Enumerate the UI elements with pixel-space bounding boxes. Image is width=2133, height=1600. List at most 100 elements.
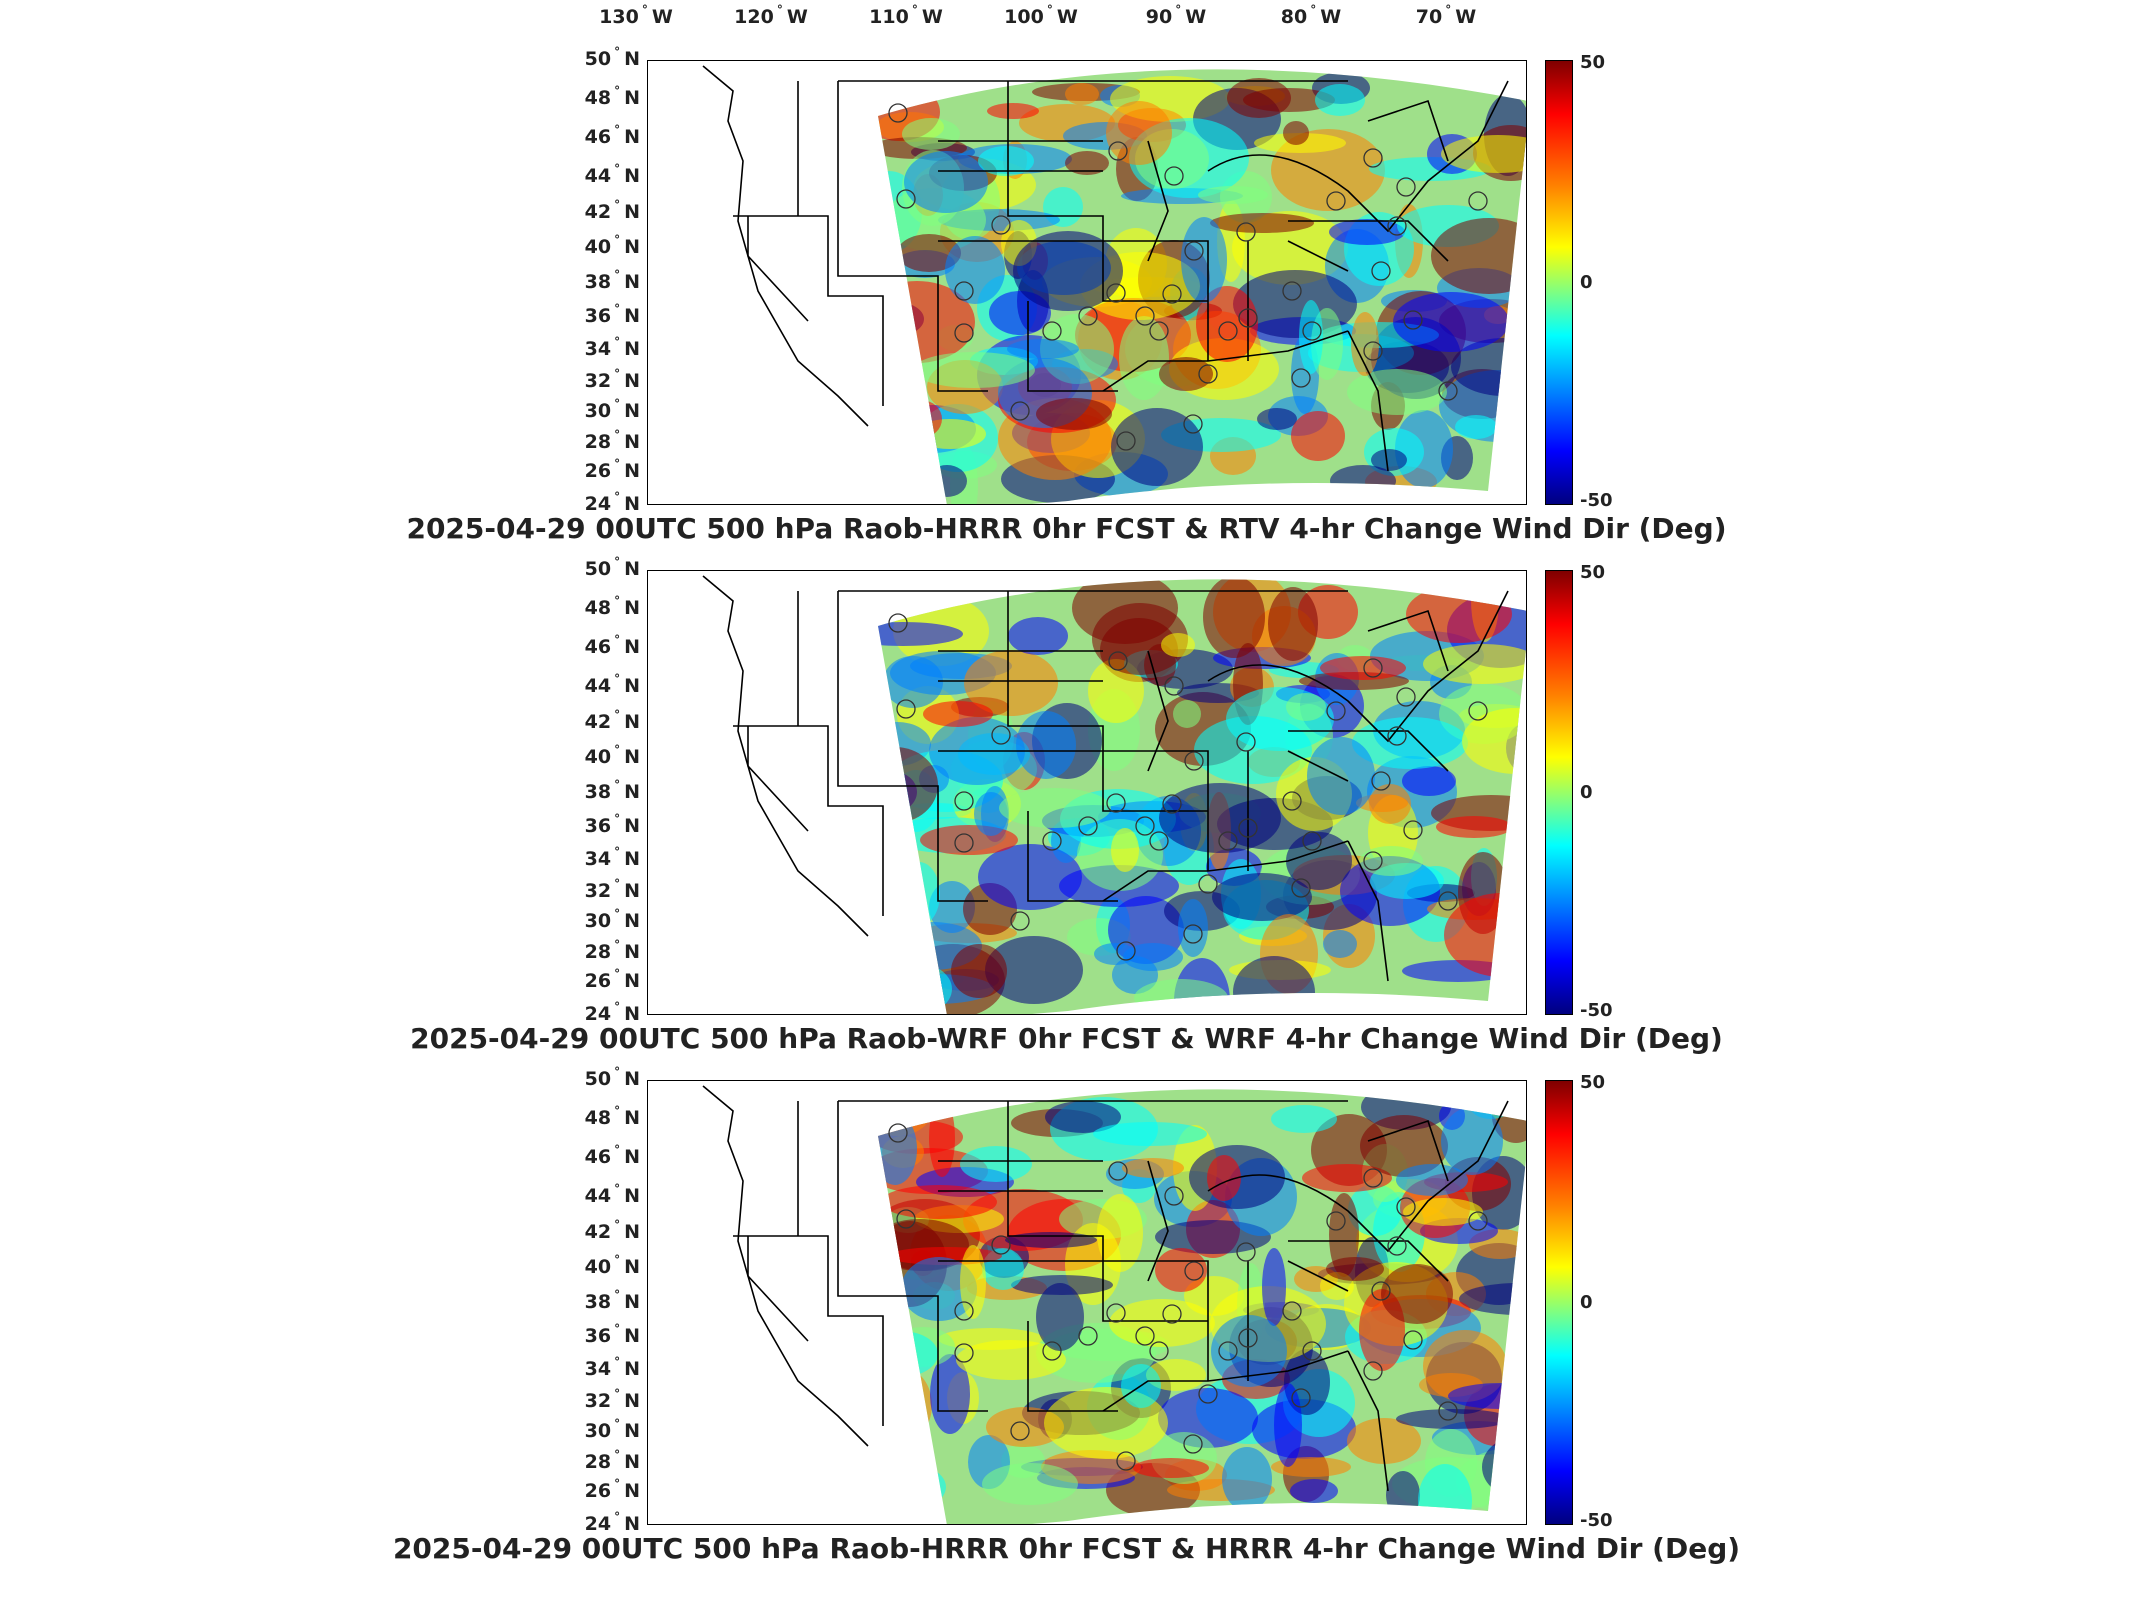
- latitude-tick-label: 38 ° N: [584, 268, 640, 293]
- raob-station-marker: [1403, 1330, 1423, 1350]
- raob-station-marker: [1302, 321, 1322, 341]
- field-patch: [1257, 408, 1297, 430]
- latitude-tick-label: 28 ° N: [584, 1448, 640, 1473]
- field-patch: [1119, 316, 1169, 400]
- raob-station-marker: [1302, 831, 1322, 851]
- raob-station-marker: [1183, 924, 1203, 944]
- raob-station-marker: [1363, 851, 1383, 871]
- longitude-tick-label: 110 ° W: [869, 3, 943, 28]
- raob-station-marker: [1468, 701, 1488, 721]
- raob-station-marker: [888, 1123, 908, 1143]
- raob-station-marker: [1236, 222, 1256, 242]
- field-patch: [1210, 213, 1314, 233]
- field-patch: [1326, 1257, 1384, 1281]
- raob-station-marker: [1396, 687, 1416, 707]
- field-patch: [1122, 1158, 1184, 1178]
- latitude-tick-label: 42 ° N: [584, 708, 640, 733]
- raob-station-marker: [954, 281, 974, 301]
- field-patch: [1271, 1105, 1337, 1133]
- raob-station-marker: [1183, 414, 1203, 434]
- raob-station-marker: [954, 1343, 974, 1363]
- field-patch: [1381, 1264, 1453, 1324]
- raob-station-marker: [1438, 891, 1458, 911]
- field-patch: [1290, 1479, 1338, 1503]
- raob-station-marker: [1162, 1304, 1182, 1324]
- latitude-tick-label: 46 ° N: [584, 633, 640, 658]
- field-patch: [1211, 1315, 1287, 1387]
- field-patch: [878, 622, 963, 646]
- longitude-tick-label: 100 ° W: [1004, 3, 1078, 28]
- raob-station-marker: [1363, 341, 1383, 361]
- field-patch: [914, 419, 986, 449]
- raob-station-marker: [1078, 816, 1098, 836]
- field-patch: [927, 465, 967, 497]
- raob-station-marker: [896, 699, 916, 719]
- field-patch: [1393, 292, 1509, 352]
- wind-direction-map: [647, 570, 1527, 1015]
- raob-station-marker: [1183, 1434, 1203, 1454]
- raob-station-marker: [1135, 1326, 1155, 1346]
- latitude-tick-label: 48 ° N: [584, 84, 640, 109]
- raob-station-marker: [954, 833, 974, 853]
- latitude-tick-label: 44 ° N: [584, 1182, 640, 1207]
- field-patch: [999, 788, 1111, 828]
- field-patch: [1065, 151, 1109, 175]
- field-patch: [978, 146, 1034, 176]
- field-patch: [978, 844, 1082, 910]
- field-patch: [1307, 737, 1375, 815]
- latitude-tick-label: 26 ° N: [584, 1477, 640, 1502]
- raob-station-marker: [1363, 148, 1383, 168]
- raob-station-marker: [991, 1235, 1011, 1255]
- raob-station-marker: [1042, 321, 1062, 341]
- field-patch: [913, 352, 1035, 388]
- latitude-tick-label: 24 ° N: [584, 490, 640, 515]
- latitude-tick-label: 38 ° N: [584, 778, 640, 803]
- field-patch: [930, 1354, 970, 1434]
- raob-station-marker: [1218, 321, 1238, 341]
- raob-station-marker: [1438, 1401, 1458, 1421]
- colorbar-max-label: 50: [1580, 562, 1606, 583]
- raob-station-marker: [1164, 166, 1184, 186]
- raob-station-marker: [888, 613, 908, 633]
- field-patch: [985, 936, 1083, 1004]
- field-patch: [1455, 415, 1497, 439]
- field-patch: [1268, 587, 1318, 661]
- raob-station-marker: [1078, 306, 1098, 326]
- latitude-tick-label: 30 ° N: [584, 1417, 640, 1442]
- field-patch: [974, 792, 1008, 836]
- colorbar: [1545, 570, 1573, 1015]
- latitude-tick-label: 42 ° N: [584, 1218, 640, 1243]
- raob-station-marker: [896, 189, 916, 209]
- field-patch: [904, 151, 988, 213]
- state-boundaries: [702, 1085, 1509, 1492]
- colorbar-min-label: -50: [1580, 1000, 1613, 1021]
- field-patch: [1093, 1122, 1207, 1146]
- raob-station-marker: [1371, 261, 1391, 281]
- colorbar-mid-label: 0: [1580, 782, 1593, 803]
- latitude-tick-label: 50 ° N: [584, 45, 640, 70]
- latitude-tick-label: 30 ° N: [584, 397, 640, 422]
- field-patch: [1436, 816, 1512, 838]
- field-patch: [1222, 1447, 1272, 1511]
- field-patch: [1262, 1248, 1286, 1326]
- longitude-axis: 130 ° W 120 ° W 110 ° W 100 ° W 90 ° W 80 ° W 70 ° W: [0, 0, 2133, 40]
- field-patch: [956, 1340, 1066, 1380]
- raob-station-marker: [888, 103, 908, 123]
- raob-stations: [888, 103, 1488, 451]
- wind-direction-map: [647, 1080, 1527, 1525]
- field-patch: [1173, 700, 1201, 728]
- field-patch: [987, 103, 1039, 119]
- longitude-tick-label: 70 ° W: [1415, 3, 1477, 28]
- latitude-tick-label: 34 ° N: [584, 845, 640, 870]
- model-domain-field: [878, 579, 1526, 1014]
- raob-station-marker: [1363, 1168, 1383, 1188]
- longitude-tick-label: 80 ° W: [1280, 3, 1342, 28]
- field-patch: [1286, 832, 1352, 890]
- raob-station-marker: [1116, 941, 1136, 961]
- raob-station-marker: [1108, 141, 1128, 161]
- raob-station-marker: [1468, 191, 1488, 211]
- field-patch: [1347, 369, 1447, 415]
- raob-station-marker: [1162, 794, 1182, 814]
- field-patch: [1243, 88, 1335, 112]
- field-patch: [1403, 1198, 1483, 1226]
